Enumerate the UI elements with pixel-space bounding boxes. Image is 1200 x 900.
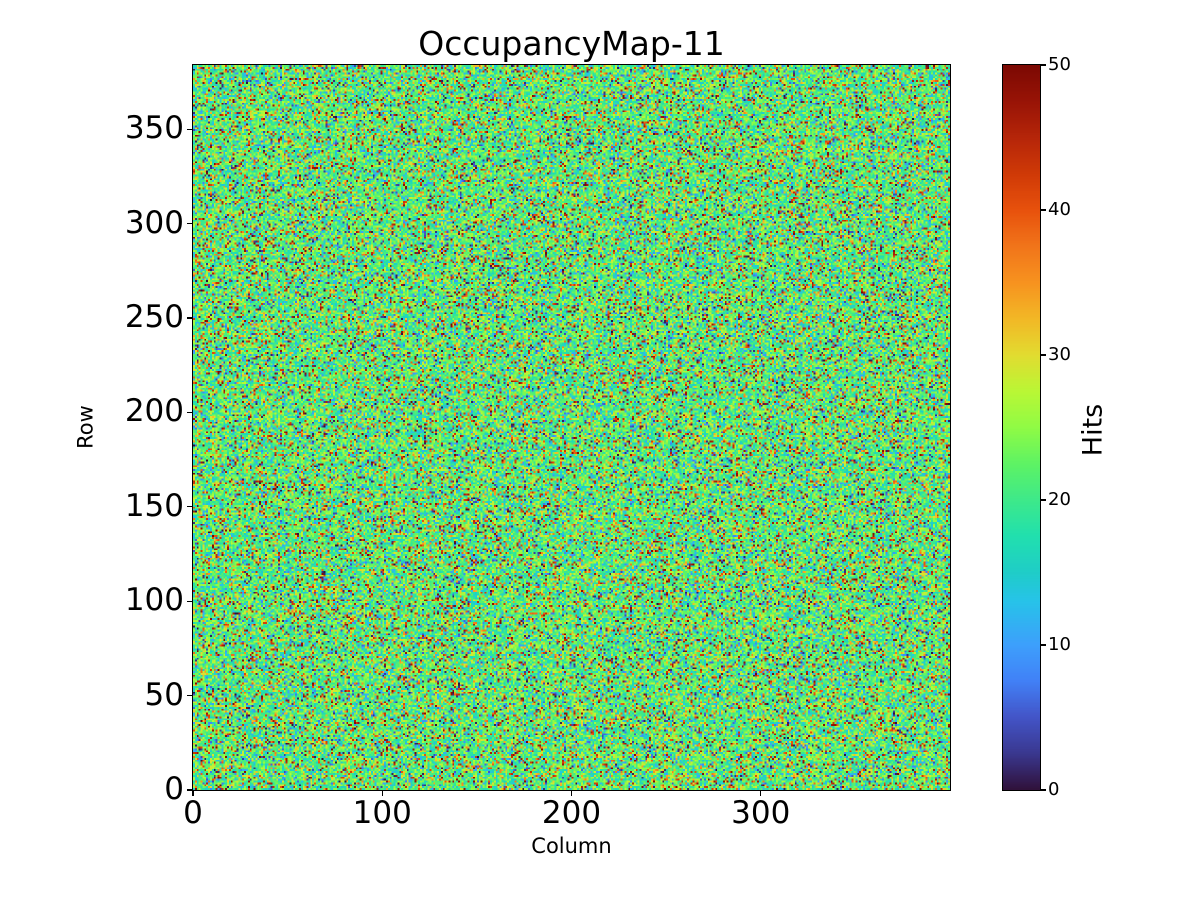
x-tick-label: 200 (541, 795, 602, 831)
x-axis-label: Column (531, 834, 612, 858)
colorbar-tick-mark (1041, 644, 1046, 646)
y-tick-mark (187, 600, 192, 602)
colorbar-tick-mark (1041, 499, 1046, 501)
colorbar-tick-label: 30 (1048, 344, 1071, 365)
colorbar-tick-label: 40 (1048, 199, 1071, 220)
y-tick-label: 300 (124, 204, 184, 241)
heatmap-canvas (193, 65, 950, 790)
y-tick-label: 100 (124, 582, 184, 619)
x-tick-mark (570, 791, 573, 796)
y-tick-mark (187, 128, 192, 130)
y-tick-mark (187, 317, 192, 319)
y-tick-mark (187, 694, 192, 697)
x-tick-label: 300 (731, 795, 791, 831)
colorbar-tick-mark (1041, 354, 1046, 356)
y-tick-mark (187, 222, 192, 225)
colorbar-tick-label: 0 (1048, 779, 1060, 800)
colorbar-tick-mark (1041, 209, 1046, 211)
colorbar-label: Hits (1077, 403, 1109, 457)
colorbar-tick-label: 50 (1048, 54, 1071, 75)
x-tick-mark (192, 791, 194, 796)
chart-title: OccupancyMap-11 (418, 24, 725, 63)
heatmap-plot-area (192, 64, 951, 791)
y-tick-label: 250 (124, 298, 184, 335)
colorbar-tick-label: 20 (1048, 489, 1071, 510)
colorbar-tick-mark (1041, 789, 1046, 791)
y-tick-label: 50 (144, 676, 184, 713)
x-tick-mark (760, 791, 762, 796)
colorbar-tick-mark (1041, 64, 1046, 66)
y-tick-label: 200 (124, 393, 184, 430)
colorbar (1002, 64, 1041, 791)
y-tick-label: 350 (124, 110, 184, 147)
y-tick-mark (187, 789, 192, 791)
x-tick-label: 100 (352, 795, 412, 831)
y-tick-mark (187, 506, 192, 508)
y-tick-label: 150 (124, 487, 184, 524)
colorbar-tick-label: 10 (1048, 634, 1071, 655)
x-tick-label: 0 (183, 795, 203, 831)
y-tick-label: 0 (164, 770, 184, 807)
colorbar-canvas (1003, 65, 1040, 790)
y-tick-mark (187, 411, 192, 413)
x-tick-mark (381, 791, 383, 796)
